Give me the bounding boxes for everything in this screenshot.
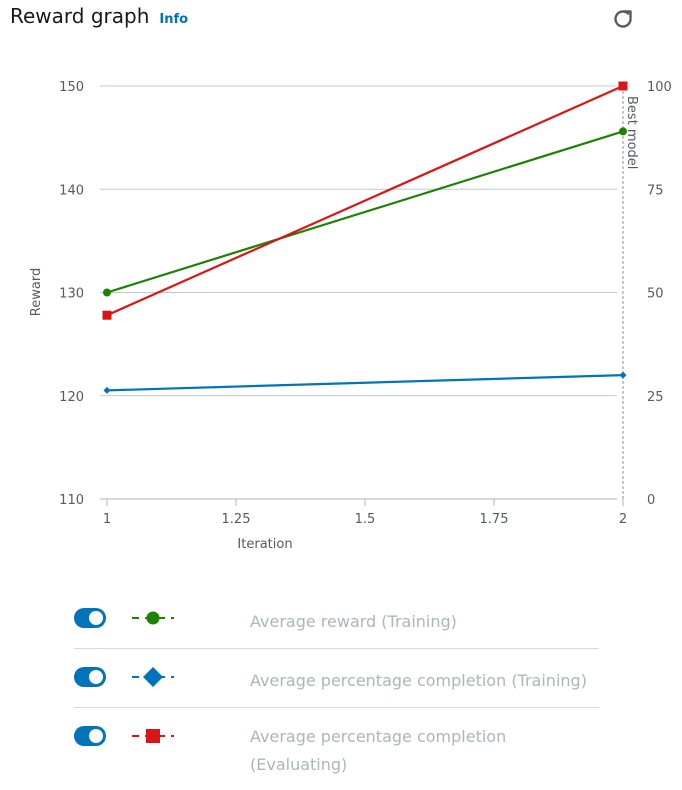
y-tick-label: 120 bbox=[59, 390, 84, 405]
panel-header: Reward graph Info bbox=[10, 4, 188, 34]
data-point bbox=[102, 310, 112, 320]
y2-tick-label: 25 bbox=[647, 390, 664, 405]
legend-swatch-circle bbox=[132, 611, 174, 625]
y2-tick-label: 100 bbox=[647, 80, 672, 95]
y2-tick-label: 0 bbox=[647, 493, 655, 508]
y-tick-label: 140 bbox=[59, 183, 84, 198]
legend-item: Average reward (Training) bbox=[74, 590, 599, 649]
reward-chart: 110 120 130 140 150 0 25 50 75 100 1 1.25 1.5 1.75 2 It… bbox=[29, 80, 672, 552]
y-tick-label: 130 bbox=[59, 287, 84, 302]
legend-label: Average percentage completion (Evaluatin… bbox=[250, 727, 507, 774]
info-link[interactable]: Info bbox=[159, 12, 189, 27]
series-toggle[interactable] bbox=[74, 667, 106, 687]
best-model-label: Best model bbox=[624, 96, 639, 169]
data-point bbox=[619, 371, 627, 379]
panel-title: Reward graph bbox=[10, 4, 150, 28]
series-line bbox=[106, 130, 624, 294]
data-point bbox=[618, 81, 628, 91]
legend-label: Average reward (Training) bbox=[250, 612, 457, 631]
x-tick-label: 1.25 bbox=[222, 512, 251, 527]
data-point bbox=[103, 386, 111, 394]
y2-tick-label: 75 bbox=[647, 183, 664, 198]
series-toggle[interactable] bbox=[74, 608, 106, 628]
x-tick-label: 2 bbox=[619, 512, 627, 527]
x-tick-label: 1.5 bbox=[355, 512, 376, 527]
series-line bbox=[106, 84, 624, 317]
y2-tick-label: 50 bbox=[647, 287, 664, 302]
x-tick-label: 1 bbox=[103, 512, 111, 527]
legend-item: Average percentage completion (Training) bbox=[74, 649, 599, 708]
refresh-icon[interactable] bbox=[610, 6, 636, 32]
y-tick-label: 150 bbox=[59, 80, 84, 95]
x-tick-label: 1.75 bbox=[480, 512, 509, 527]
x-axis-label: Iteration bbox=[237, 537, 292, 552]
legend-item: Average percentage completion (Evaluatin… bbox=[74, 708, 599, 790]
chart-legend: Average reward (Training) Average percen… bbox=[74, 590, 599, 790]
series-line bbox=[106, 374, 624, 392]
y-axis-label: Reward bbox=[29, 268, 44, 316]
y-tick-label: 110 bbox=[59, 493, 84, 508]
series-toggle[interactable] bbox=[74, 726, 106, 746]
data-point bbox=[619, 127, 627, 136]
legend-label: Average percentage completion (Training) bbox=[250, 671, 587, 690]
legend-swatch-square bbox=[132, 729, 174, 743]
data-point bbox=[103, 288, 111, 297]
legend-swatch-diamond bbox=[132, 667, 174, 687]
